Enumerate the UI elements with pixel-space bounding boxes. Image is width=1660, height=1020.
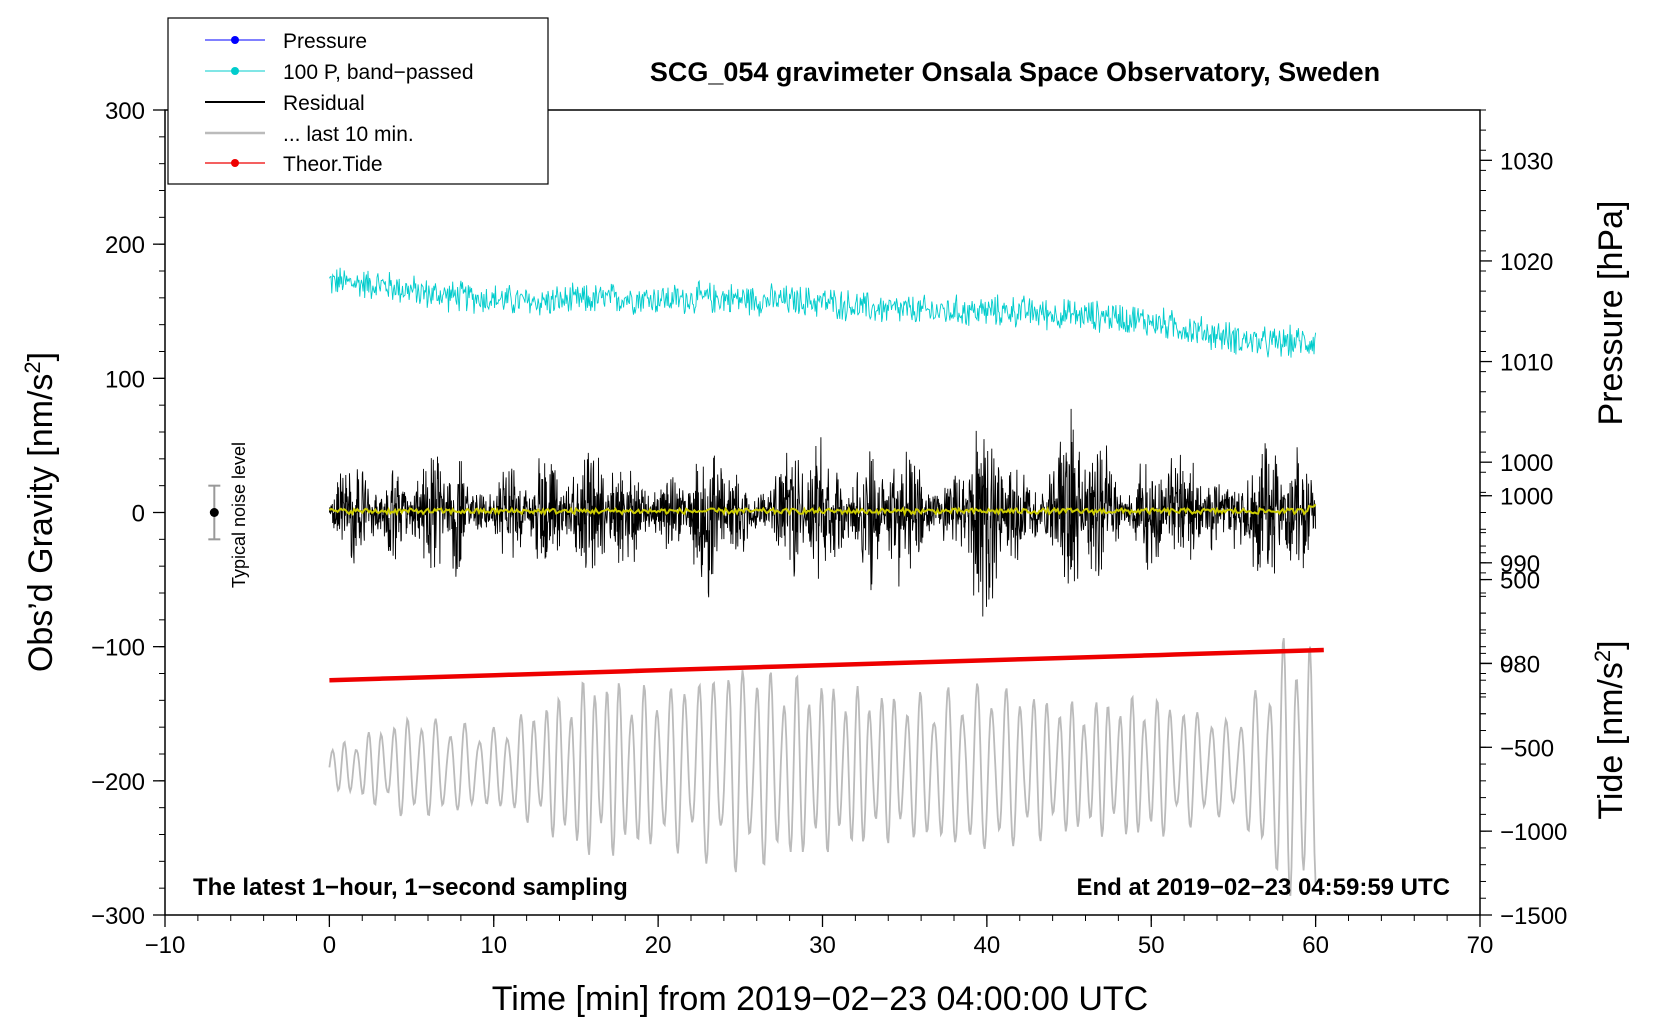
sampling-note: The latest 1−hour, 1−second sampling xyxy=(193,874,628,901)
x-axis-label: Time [min] from 2019−02−23 04:00:00 UTC xyxy=(492,980,1148,1018)
tide-tick-label: 500 xyxy=(1500,568,1540,595)
tide-axis-label: Tide [nm/s2] xyxy=(1590,640,1631,819)
y-tick-label: −300 xyxy=(91,903,145,930)
x-tick-label: 0 xyxy=(323,932,336,959)
legend-pressure-marker xyxy=(231,36,239,44)
y-tick-label: 0 xyxy=(132,501,145,528)
legend-bandpassed-label: 100 P, band−passed xyxy=(283,61,474,84)
y-tick-label: 100 xyxy=(105,366,145,393)
noise-center-dot xyxy=(209,508,219,517)
x-tick-label: 30 xyxy=(809,932,836,959)
residual-smooth-line xyxy=(328,503,1317,517)
axes-layer: −10 0 10 20 30 40 50 60 703002001000−100−200−300… xyxy=(91,98,1567,959)
residual-line xyxy=(328,408,1317,617)
end-time-note: End at 2019−02−23 04:59:59 UTC xyxy=(1076,874,1450,901)
pressure-tick-label: 1000 xyxy=(1500,450,1553,477)
pressure-axis-label: Pressure [hPa] xyxy=(1592,201,1630,426)
data-layer xyxy=(208,267,1324,897)
tide-tick-label: −500 xyxy=(1500,735,1554,762)
theoretical-tide-line xyxy=(329,647,1324,683)
x-tick-label: 70 xyxy=(1467,932,1494,959)
last-10-min-line xyxy=(328,638,1317,897)
x-tick-label: 60 xyxy=(1302,932,1329,959)
tide-tick-label: −1000 xyxy=(1500,819,1567,846)
pressure-tick-label: 1030 xyxy=(1500,148,1553,175)
legend-last10-label: ... last 10 min. xyxy=(283,123,414,146)
x-tick-label: −10 xyxy=(145,932,186,959)
y-tick-label: −100 xyxy=(91,635,145,662)
legend-tide-marker xyxy=(231,159,239,167)
noise-level-label: Typical noise level xyxy=(229,442,249,588)
tide-tick-label: 0 xyxy=(1500,651,1513,678)
pressure-tick-label: 1010 xyxy=(1500,350,1553,377)
pressure-tick-label: 980 xyxy=(1500,651,1540,678)
y-tick-label: 300 xyxy=(105,98,145,125)
y-axis-label-left: Obs’d Gravity [nm/s2] xyxy=(20,352,61,672)
bandpassed-pressure-line xyxy=(329,267,1317,358)
legend-residual-label: Residual xyxy=(283,92,365,115)
x-tick-label: 40 xyxy=(974,932,1001,959)
legend-tide-label: Theor.Tide xyxy=(283,153,383,176)
y-tick-label: 200 xyxy=(105,232,145,259)
x-tick-label: 50 xyxy=(1138,932,1165,959)
pressure-tick-label: 1020 xyxy=(1500,249,1553,276)
legend-bandpassed-marker xyxy=(231,67,239,75)
chart-title: SCG_054 gravimeter Onsala Space Observat… xyxy=(650,57,1380,87)
legend: Pressure 100 P, band−passed Residual ...… xyxy=(167,17,549,185)
x-tick-label: 20 xyxy=(645,932,672,959)
tide-tick-label: −1500 xyxy=(1500,903,1567,930)
tide-tick-label: 1000 xyxy=(1500,484,1553,511)
pressure-tick-label: 990 xyxy=(1500,551,1540,578)
legend-pressure-label: Pressure xyxy=(283,30,367,53)
y-tick-label: −200 xyxy=(91,769,145,796)
x-tick-label: 10 xyxy=(480,932,507,959)
